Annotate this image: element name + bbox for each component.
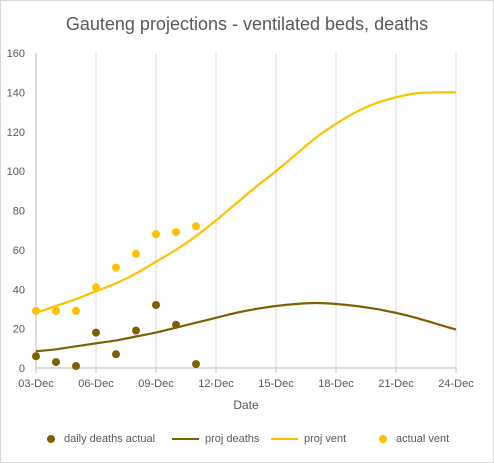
x-tick-label: 18-Dec [318, 378, 354, 390]
data-point-daily-deaths-actual [52, 358, 60, 367]
data-point-daily-deaths-actual [92, 328, 100, 337]
legend-label: actual vent [396, 433, 450, 445]
x-tick-label: 12-Dec [198, 378, 234, 390]
legend-item-daily-deaths-actual: daily deaths actual [47, 433, 155, 445]
legend-marker-line [172, 438, 199, 440]
data-point-actual-vent [192, 222, 200, 231]
y-tick-label: 100 [7, 166, 25, 178]
legend: daily deaths actual proj deaths proj ven… [0, 433, 494, 451]
label-layer: 0 20 40 60 80 100 120 140 160 03-Dec 06-Dec 09-Dec 1… [7, 48, 475, 412]
legend-label: daily deaths actual [64, 433, 156, 445]
legend-marker-dot [47, 435, 55, 443]
legend-marker-line [271, 438, 298, 440]
x-tick-label: 21-Dec [378, 378, 414, 390]
legend-label: proj deaths [205, 433, 260, 445]
x-tick-label: 09-Dec [138, 378, 174, 390]
data-point-actual-vent [92, 283, 100, 292]
y-tick-label: 60 [13, 245, 25, 257]
x-tick-label: 06-Dec [78, 378, 114, 390]
data-point-daily-deaths-actual [132, 326, 140, 335]
y-tick-label: 160 [7, 48, 25, 60]
x-axis-title: Date [233, 398, 259, 412]
data-point-actual-vent [32, 306, 40, 315]
legend-item-actual-vent: actual vent [379, 433, 449, 445]
data-point-actual-vent [132, 249, 140, 258]
data-point-actual-vent [152, 230, 160, 239]
data-point-daily-deaths-actual [192, 360, 200, 369]
grid-layer [95, 53, 457, 368]
data-point-actual-vent [72, 306, 80, 315]
data-point-daily-deaths-actual [112, 350, 120, 359]
legend-item-proj-vent: proj vent [271, 433, 346, 445]
series-layer [32, 91, 457, 371]
data-point-daily-deaths-actual [32, 352, 40, 361]
y-tick-label: 80 [13, 206, 25, 218]
data-point-daily-deaths-actual [172, 320, 180, 329]
legend-item-proj-deaths: proj deaths [172, 433, 259, 445]
y-tick-label: 0 [19, 363, 25, 375]
y-tick-label: 40 [13, 284, 25, 296]
y-tick-label: 120 [7, 127, 25, 139]
chart-title: Gauteng projections - ventilated beds, d… [65, 14, 429, 34]
x-tick-label: 03-Dec [18, 378, 54, 390]
legend-marker-dot [379, 435, 387, 443]
y-tick-label: 140 [7, 87, 25, 99]
data-point-daily-deaths-actual [72, 362, 80, 371]
data-point-actual-vent [112, 263, 120, 272]
axis-layer [35, 53, 457, 373]
data-point-actual-vent [172, 228, 180, 237]
x-tick-label: 24-Dec [438, 378, 474, 390]
data-point-actual-vent [52, 306, 60, 315]
data-point-daily-deaths-actual [152, 301, 160, 309]
y-tick-label: 20 [13, 324, 25, 336]
legend-label: proj vent [304, 433, 347, 445]
series-line-proj-vent [35, 91, 457, 314]
series-line-proj-deaths [35, 301, 457, 353]
x-tick-label: 15-Dec [258, 378, 294, 390]
